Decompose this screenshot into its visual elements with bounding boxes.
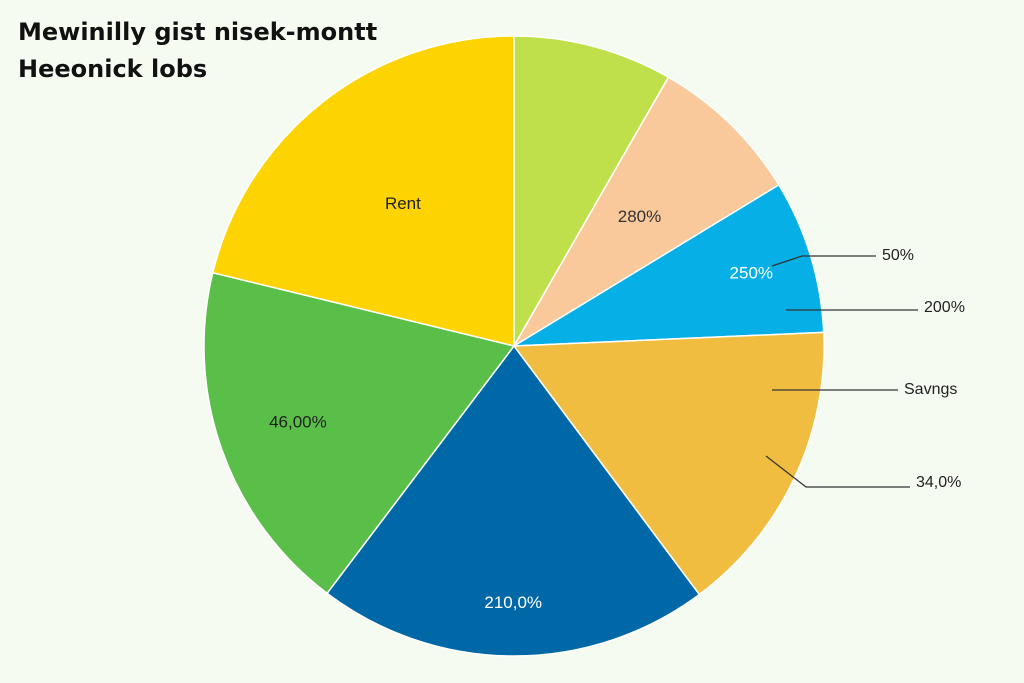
pie-slice-0 [513, 35, 670, 349]
pie-slice-5 [203, 271, 516, 595]
pie-slice-label-4: 210,0% [484, 593, 542, 612]
pie-slice-6 [211, 35, 515, 347]
chart-title-line-2: Heeonick lobs [18, 55, 208, 83]
callout-line-3 [765, 455, 910, 488]
callout-label-1: 200% [924, 299, 965, 316]
pie-slice-label-2: 250% [730, 263, 773, 282]
chart-title-line-1: Mewinilly gist nisek-montt [18, 18, 378, 46]
callout-label-0: 50% [882, 247, 914, 264]
pie-slice-label-6: Rent [385, 194, 421, 213]
pie-slice-3 [512, 331, 825, 596]
callout-label-3: 34,0% [916, 474, 961, 491]
pie-slice-label-1: 280% [618, 207, 661, 226]
pie-slices [203, 35, 825, 657]
pie-slice-label-5: 46,00% [269, 412, 327, 431]
callout-line-0 [771, 255, 876, 267]
chart-title: Mewinilly gist nisek-montt Heeonick lobs [18, 14, 377, 88]
pie-slice-4 [326, 344, 701, 657]
callout-label-2: Savngs [904, 381, 957, 398]
pie-slice-1 [513, 76, 780, 347]
pie-callouts: 50% 200% Savngs 34,0% [765, 247, 965, 491]
pie-slice-labels: 280% 250% 210,0% 46,00% Rent [269, 194, 773, 612]
